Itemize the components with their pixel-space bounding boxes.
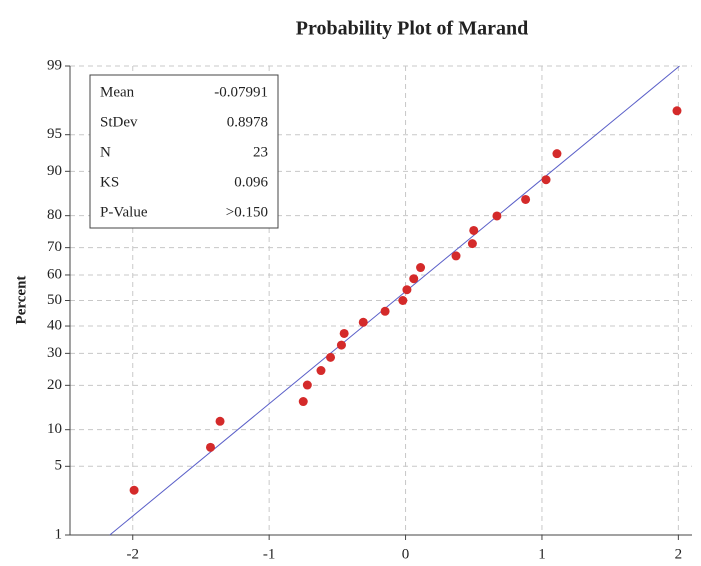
data-point [402, 285, 411, 294]
y-tick-label: 95 [47, 126, 62, 142]
y-tick-label: 50 [47, 292, 62, 308]
y-tick-label: 90 [47, 163, 62, 179]
stats-value: >0.150 [226, 204, 268, 220]
data-point [216, 417, 225, 426]
data-point [337, 341, 346, 350]
data-point [542, 175, 551, 184]
x-tick-label: 1 [538, 546, 546, 562]
stats-label: P-Value [100, 204, 148, 220]
stats-value: 23 [253, 144, 268, 160]
data-point [468, 239, 477, 248]
y-tick-label: 1 [55, 526, 63, 542]
stats-label: Mean [100, 84, 135, 100]
data-point [206, 443, 215, 452]
stats-label: N [100, 144, 111, 160]
data-point [340, 329, 349, 338]
data-point [521, 195, 530, 204]
data-point [552, 149, 561, 158]
y-tick-label: 10 [47, 421, 62, 437]
stats-value: 0.8978 [227, 114, 268, 130]
chart-title: Probability Plot of Marand [296, 18, 528, 40]
stats-value: -0.07991 [214, 84, 268, 100]
data-point [359, 318, 368, 327]
y-tick-label: 99 [47, 57, 62, 73]
data-point [303, 381, 312, 390]
y-tick-label: 80 [47, 207, 62, 223]
data-point [316, 366, 325, 375]
stats-label: KS [100, 174, 119, 190]
data-point [672, 106, 681, 115]
data-point [299, 397, 308, 406]
x-tick-label: 2 [675, 546, 683, 562]
data-point [381, 307, 390, 316]
y-tick-label: 30 [47, 345, 62, 361]
x-tick-label: -1 [263, 546, 276, 562]
chart: Probability Plot of Marand Percent 15102… [0, 0, 701, 566]
data-point [416, 263, 425, 272]
data-point [469, 226, 478, 235]
data-point [409, 274, 418, 283]
x-tick-label: -2 [126, 546, 139, 562]
y-tick-label: 70 [47, 239, 62, 255]
data-point [398, 296, 407, 305]
data-point [130, 486, 139, 495]
data-point [492, 211, 501, 220]
stats-label: StDev [100, 114, 138, 130]
stats-value: 0.096 [234, 174, 268, 190]
x-tick-label: 0 [402, 546, 410, 562]
y-tick-label: 40 [47, 317, 62, 333]
y-axis-label: Percent [13, 276, 29, 325]
y-tick-label: 20 [47, 377, 62, 393]
data-point [452, 251, 461, 260]
y-tick-label: 5 [55, 458, 63, 474]
y-tick-label: 60 [47, 266, 62, 282]
data-point [326, 353, 335, 362]
